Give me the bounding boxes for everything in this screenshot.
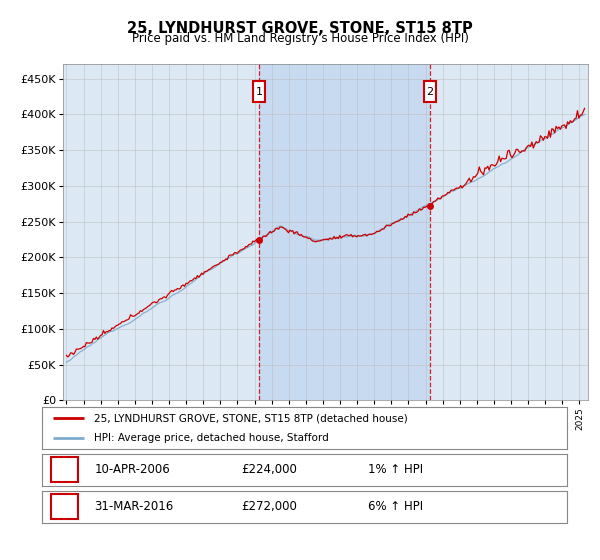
Text: 25, LYNDHURST GROVE, STONE, ST15 8TP: 25, LYNDHURST GROVE, STONE, ST15 8TP	[127, 21, 473, 36]
Text: 1% ↑ HPI: 1% ↑ HPI	[367, 463, 422, 477]
Bar	[52, 494, 78, 519]
Text: 6% ↑ HPI: 6% ↑ HPI	[367, 500, 422, 514]
Text: 1: 1	[256, 87, 263, 96]
Text: Price paid vs. HM Land Registry's House Price Index (HPI): Price paid vs. HM Land Registry's House …	[131, 32, 469, 45]
Text: 1: 1	[61, 465, 68, 475]
Text: £224,000: £224,000	[241, 463, 298, 477]
Text: 2: 2	[426, 87, 433, 96]
Text: 25, LYNDHURST GROVE, STONE, ST15 8TP (detached house): 25, LYNDHURST GROVE, STONE, ST15 8TP (de…	[95, 413, 408, 423]
Text: £272,000: £272,000	[241, 500, 298, 514]
Text: 31-MAR-2016: 31-MAR-2016	[95, 500, 174, 514]
Bar	[52, 458, 78, 482]
Bar	[253, 81, 265, 102]
Text: HPI: Average price, detached house, Stafford: HPI: Average price, detached house, Staf…	[95, 433, 329, 443]
Text: 10-APR-2006: 10-APR-2006	[95, 463, 170, 477]
Bar	[259, 64, 430, 400]
Text: 2: 2	[61, 502, 68, 512]
Bar	[424, 81, 436, 102]
